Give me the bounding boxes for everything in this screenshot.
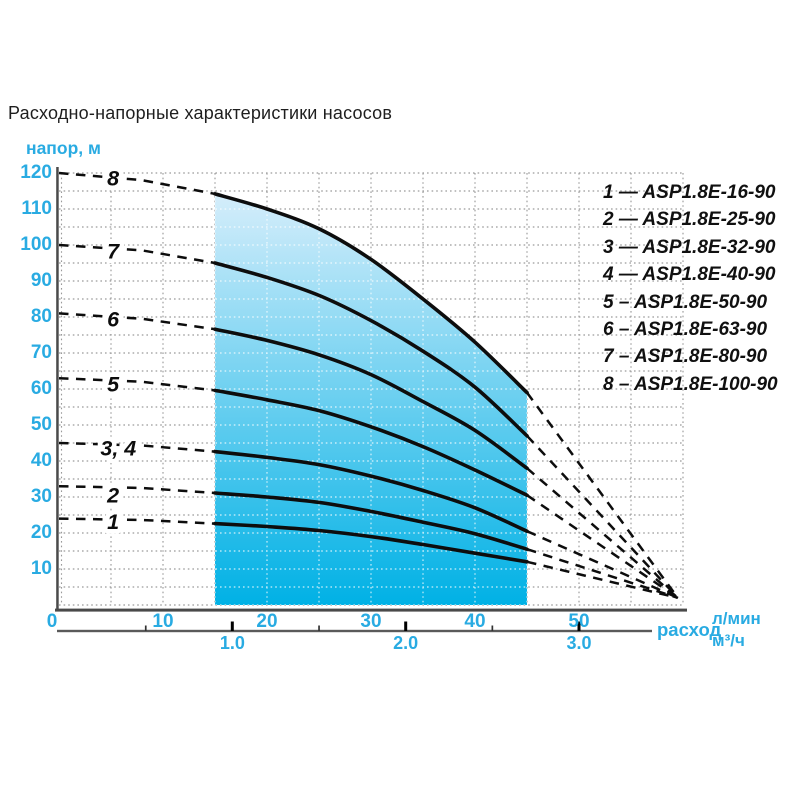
curve-label-8: 8	[107, 167, 119, 191]
x2-major-tick	[230, 621, 234, 631]
y-tick-30: 30	[30, 486, 52, 507]
x-tick-20: 20	[256, 611, 278, 632]
curve-dashed-leadin-3, 4	[58, 441, 216, 453]
x2-tick-1.0: 1.0	[219, 633, 245, 653]
x-axis-line	[55, 608, 687, 612]
curve-dashed-leadin-6	[58, 312, 216, 331]
y-tick-70: 70	[30, 342, 52, 363]
x2-minor-tick	[318, 625, 320, 631]
x2-tick-3.0: 3.0	[566, 633, 592, 653]
y-axis-label: напор, м	[26, 138, 101, 158]
curve-dashed-tail-2	[526, 548, 679, 599]
curve-solid-1	[213, 521, 529, 564]
x-tick-10: 10	[152, 611, 174, 632]
curve-solid-8	[213, 192, 529, 395]
curve-dashed-leadin-7	[58, 243, 216, 265]
curve-solid-6	[213, 327, 529, 470]
curve-label-5: 5	[107, 373, 120, 397]
curve-label-1: 1	[107, 510, 119, 534]
legend-item: 4 — ASP1.8E-40-90	[603, 264, 776, 286]
y-tick-10: 10	[30, 558, 52, 579]
x2-minor-tick	[491, 625, 494, 631]
y-tick-20: 20	[30, 522, 52, 543]
x2-tick-2.0: 2.0	[393, 633, 419, 653]
curve-dashed-leadin-2	[58, 484, 216, 495]
y-tick-80: 80	[30, 306, 52, 327]
curve-solid-3, 4	[213, 449, 529, 533]
x-axis-unit-m3h: м³/ч	[712, 631, 745, 650]
y-tick-50: 50	[30, 414, 52, 435]
curve-label-34: 3, 4	[100, 437, 136, 461]
curve-solid-2	[213, 491, 529, 551]
x2-minor-tick	[144, 625, 147, 631]
curve-dashed-tail-3, 4	[526, 530, 679, 599]
curve-solid-7	[213, 261, 529, 438]
legend-item: 6 – ASP1.8E-63-90	[603, 319, 768, 341]
legend-item: 1 — ASP1.8E-16-90	[603, 182, 776, 203]
curve-dashed-tail-1	[526, 560, 679, 600]
y-tick-40: 40	[30, 450, 52, 471]
legend-item: 8 – ASP1.8E-100-90	[603, 373, 778, 395]
page-title: Расходно-напорные характеристики насосов	[8, 103, 393, 123]
curve-dashed-tail-5	[526, 494, 679, 599]
x-tick-40: 40	[464, 611, 486, 632]
legend-item: 2 — ASP1.8E-25-90	[603, 209, 776, 231]
x-axis-unit-lmin: л/мин	[712, 609, 761, 628]
x-tick-50: 50	[568, 611, 590, 632]
curve-solid-5	[213, 388, 529, 497]
curve-label-2: 2	[106, 483, 119, 507]
y-tick-100: 100	[20, 234, 52, 255]
legend-item: 7 – ASP1.8E-80-90	[603, 346, 768, 368]
curve-dashed-leadin-1	[58, 517, 216, 525]
y-tick-90: 90	[30, 270, 52, 291]
y-axis-line	[56, 167, 59, 611]
y-tick-60: 60	[30, 378, 52, 399]
grid-lines-over-band	[215, 193, 527, 605]
y-tick-110: 110	[21, 198, 52, 219]
curve-dashed-tail-7	[526, 434, 679, 599]
curve-label-6: 6	[107, 308, 120, 332]
x2-major-tick	[577, 621, 581, 631]
x2-major-tick	[404, 621, 408, 631]
x-tick-0: 0	[46, 611, 58, 632]
x-axis-flow-label: расход	[657, 619, 722, 640]
x-tick-30: 30	[360, 611, 382, 632]
legend: 1 — ASP1.8E-16-90 2 — ASP1.8E-25-90 3 — AS…	[603, 179, 778, 398]
legend-item: 3 — ASP1.8E-32-90	[603, 236, 776, 258]
y-tick-120: 120	[20, 162, 52, 183]
x2-axis-line	[57, 629, 652, 633]
legend-item: 5 – ASP1.8E-50-90	[603, 291, 768, 313]
curve-dashed-tail-8	[525, 391, 679, 599]
curve-label-7: 7	[107, 240, 120, 264]
